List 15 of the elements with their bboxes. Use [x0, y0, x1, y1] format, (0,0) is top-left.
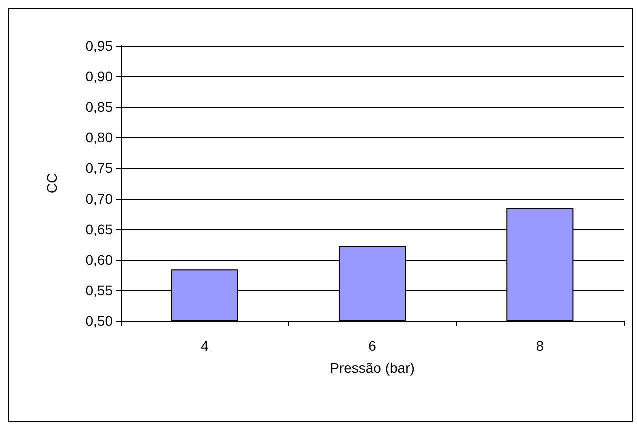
y-tick-label: 0,70: [86, 190, 114, 207]
x-axis-title: Pressão (bar): [330, 360, 415, 376]
y-tick-label: 0,85: [86, 99, 114, 116]
x-tick-label: 8: [536, 338, 544, 354]
y-tick-label: 0,65: [86, 221, 114, 238]
y-tick-label: 0,80: [86, 130, 114, 146]
y-tick-label: 0,75: [86, 160, 114, 176]
y-tick-label: 0,55: [86, 282, 114, 298]
y-axis-title: CC: [44, 173, 60, 194]
y-tick-label: 0,60: [86, 252, 114, 268]
y-tick-label: 0,90: [86, 68, 114, 85]
y-tick-label: 0,95: [86, 38, 114, 54]
x-tick-label: 6: [368, 338, 377, 354]
y-tick-label: 0,50: [86, 313, 114, 329]
x-tick-label: 4: [200, 338, 209, 354]
